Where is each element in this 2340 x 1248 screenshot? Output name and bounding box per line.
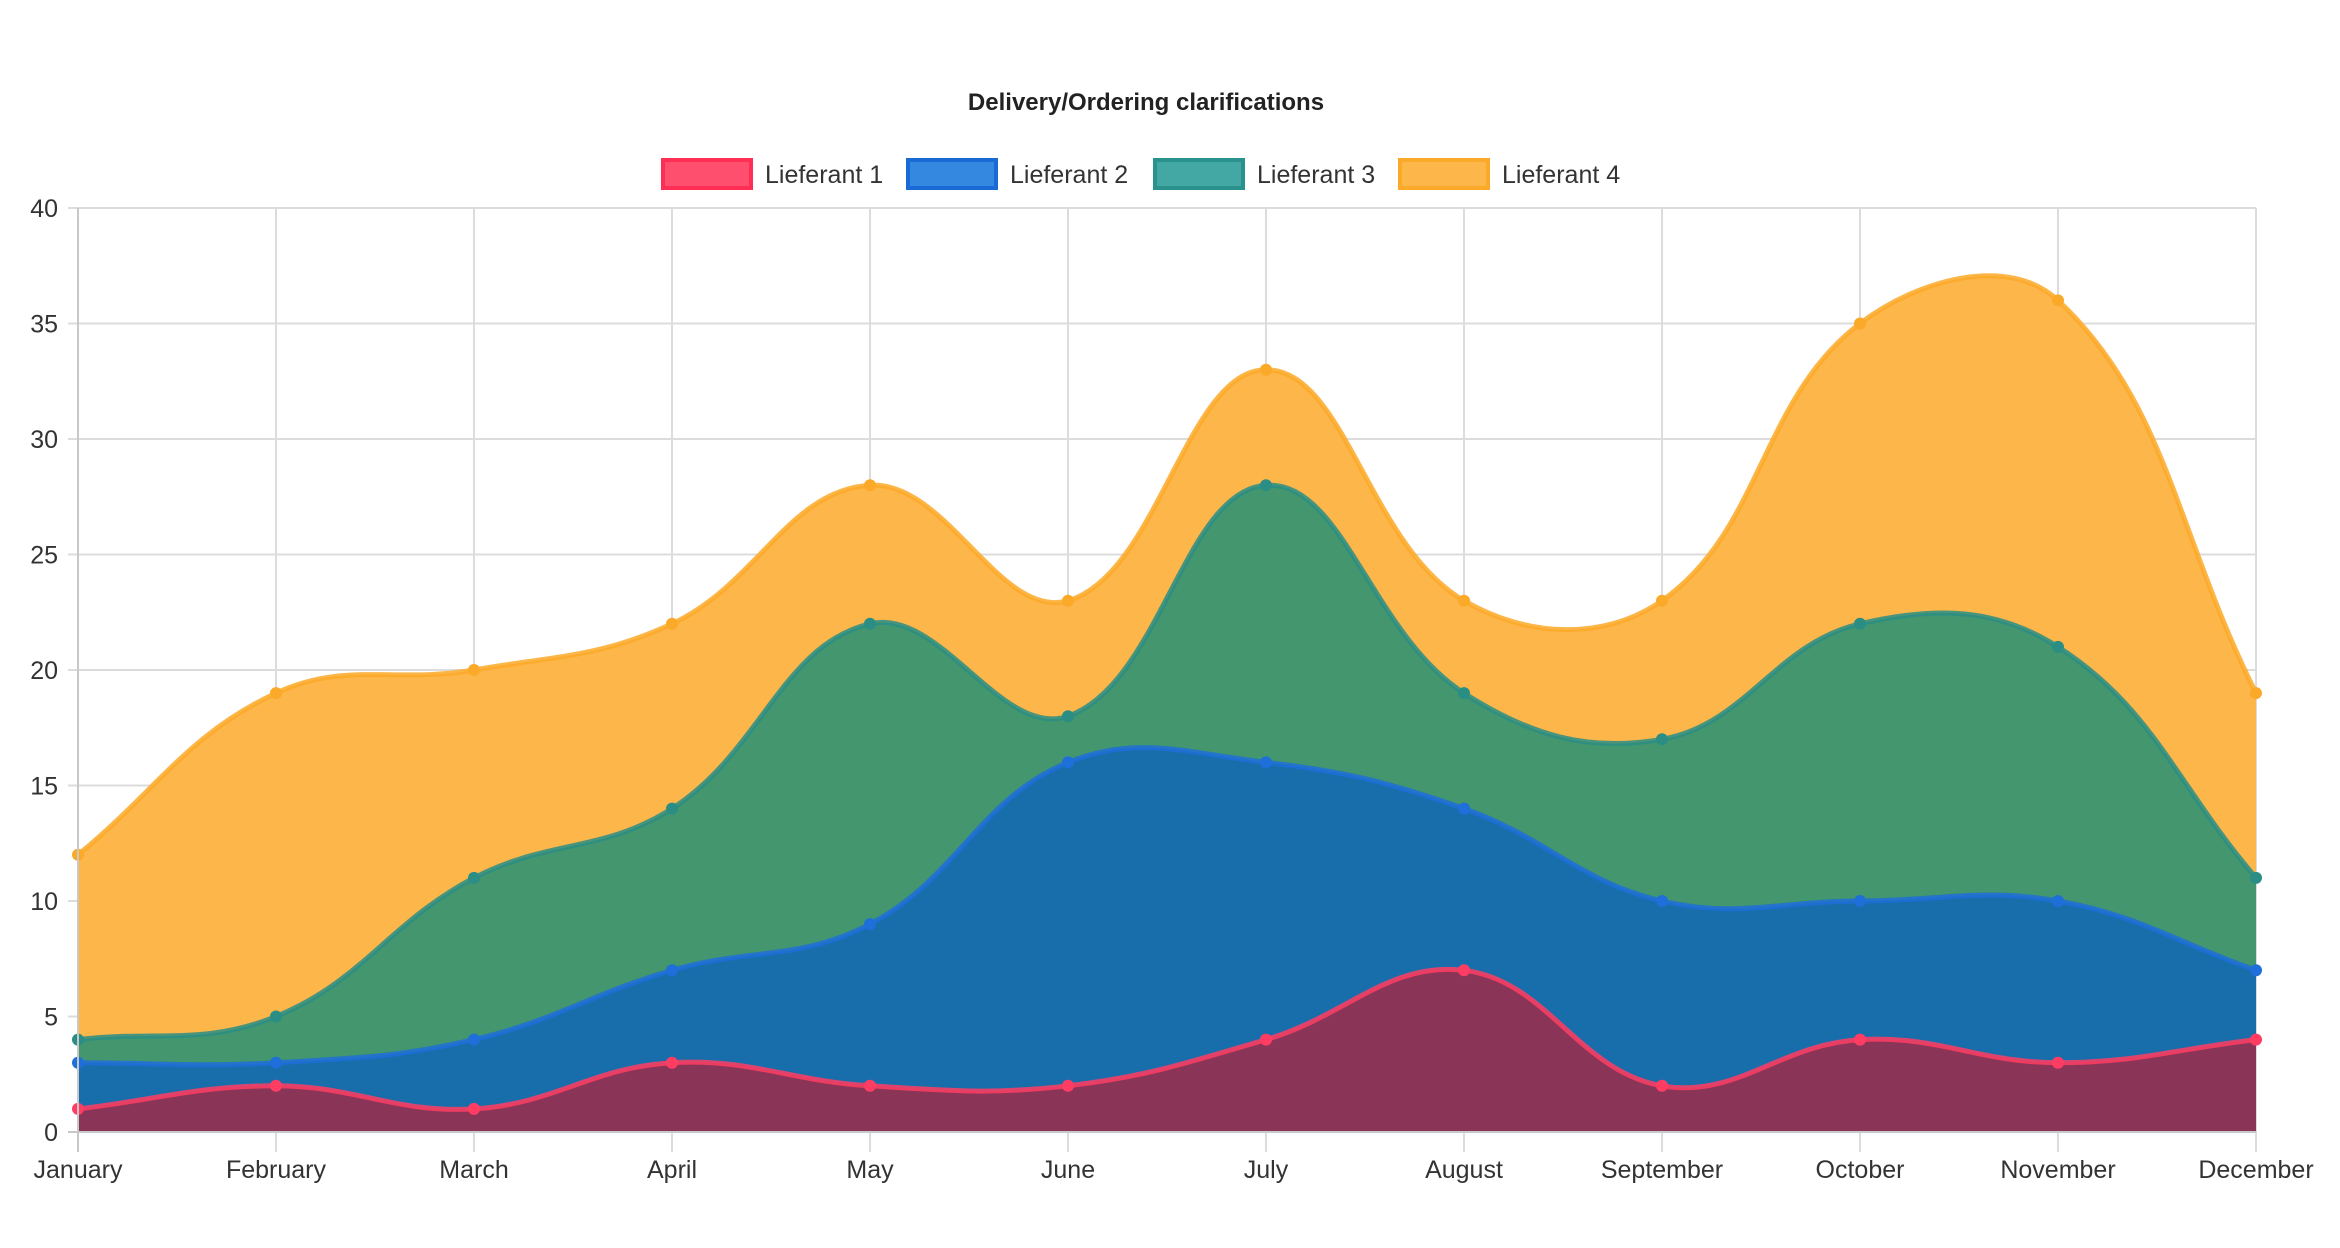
legend-label: Lieferant 2 — [1010, 161, 1128, 189]
legend-label: Lieferant 1 — [765, 161, 883, 189]
legend: Lieferant 1 Lieferant 2 Lieferant 3 Liefera… — [661, 158, 1620, 190]
y-tick-label: 25 — [30, 542, 58, 570]
legend-label: Lieferant 3 — [1257, 161, 1375, 189]
y-tick-label: 20 — [30, 657, 58, 685]
point-lieferant-3-february[interactable] — [270, 1010, 282, 1023]
legend-item-lieferant-1[interactable]: Lieferant 1 — [661, 158, 883, 190]
point-lieferant-1-june[interactable] — [1062, 1079, 1074, 1092]
y-tick-label: 0 — [44, 1119, 58, 1147]
y-tick-label: 10 — [30, 888, 58, 916]
x-tick-label: January — [34, 1156, 123, 1184]
point-lieferant-1-november[interactable] — [2052, 1056, 2064, 1069]
legend-swatch — [1398, 158, 1490, 190]
line-lieferant-2 — [77, 745, 2257, 1068]
point-lieferant-1-february[interactable] — [270, 1079, 282, 1092]
chart-title: Delivery/Ordering clarifications — [968, 89, 1324, 116]
x-tick-label: May — [846, 1156, 894, 1184]
point-lieferant-2-february[interactable] — [270, 1056, 282, 1069]
point-lieferant-2-august[interactable] — [1458, 802, 1470, 815]
point-lieferant-3-december[interactable] — [2250, 871, 2262, 884]
point-lieferant-2-march[interactable] — [468, 1033, 480, 1046]
point-lieferant-4-may[interactable] — [864, 479, 876, 492]
point-lieferant-4-july[interactable] — [1260, 363, 1272, 376]
point-lieferant-2-june[interactable] — [1062, 756, 1074, 769]
point-lieferant-2-april[interactable] — [666, 964, 678, 977]
line-lieferant-1 — [77, 966, 2257, 1112]
y-tick-label: 30 — [30, 426, 58, 454]
y-axis: 0 5 10 15 20 25 30 35 40 — [30, 195, 79, 1152]
y-tick-label: 40 — [30, 195, 58, 223]
point-lieferant-4-september[interactable] — [1656, 594, 1668, 607]
point-lieferant-2-december[interactable] — [2250, 964, 2262, 977]
point-lieferant-4-december[interactable] — [2250, 687, 2262, 700]
x-tick-label: July — [1244, 1156, 1289, 1184]
legend-item-lieferant-4[interactable]: Lieferant 4 — [1398, 158, 1620, 190]
point-lieferant-4-june[interactable] — [1062, 594, 1074, 607]
x-axis: January February March April May June July Augu… — [34, 1131, 2314, 1184]
point-lieferant-4-august[interactable] — [1458, 594, 1470, 607]
x-tick-label: April — [647, 1156, 697, 1184]
y-tick-label: 5 — [44, 1004, 58, 1032]
x-tick-label: March — [439, 1156, 508, 1184]
point-lieferant-1-march[interactable] — [468, 1102, 480, 1115]
x-tick-label: December — [2198, 1156, 2313, 1184]
point-lieferant-3-march[interactable] — [468, 871, 480, 884]
area-lieferant-2 — [78, 747, 2256, 1132]
point-lieferant-2-september[interactable] — [1656, 895, 1668, 907]
legend-item-lieferant-2[interactable]: Lieferant 2 — [906, 158, 1128, 190]
point-lieferant-4-october[interactable] — [1854, 317, 1866, 330]
point-lieferant-1-april[interactable] — [666, 1056, 678, 1069]
point-lieferant-3-october[interactable] — [1854, 617, 1866, 630]
point-lieferant-1-may[interactable] — [864, 1079, 876, 1092]
point-lieferant-3-may[interactable] — [864, 617, 876, 630]
point-lieferant-2-october[interactable] — [1854, 895, 1866, 907]
x-tick-label: February — [226, 1156, 327, 1184]
y-tick-label: 35 — [30, 311, 58, 339]
point-lieferant-2-may[interactable] — [864, 918, 876, 931]
point-lieferant-1-september[interactable] — [1656, 1079, 1668, 1092]
point-lieferant-1-july[interactable] — [1260, 1033, 1272, 1046]
point-lieferant-3-july[interactable] — [1260, 479, 1272, 492]
series-points — [72, 294, 2262, 1115]
point-lieferant-2-november[interactable] — [2052, 895, 2064, 907]
x-tick-label: September — [1601, 1156, 1723, 1184]
legend-item-lieferant-3[interactable]: Lieferant 3 — [1153, 158, 1375, 190]
legend-swatch — [661, 158, 753, 190]
point-lieferant-3-august[interactable] — [1458, 687, 1470, 700]
point-lieferant-4-february[interactable] — [270, 687, 282, 700]
point-lieferant-4-november[interactable] — [2052, 294, 2064, 307]
y-tick-label: 15 — [30, 773, 58, 801]
x-tick-label: June — [1041, 1156, 1095, 1184]
point-lieferant-3-november[interactable] — [2052, 640, 2064, 653]
point-lieferant-3-april[interactable] — [666, 802, 678, 815]
point-lieferant-1-august[interactable] — [1458, 964, 1470, 977]
x-tick-label: August — [1425, 1156, 1503, 1184]
x-tick-label: November — [2000, 1156, 2115, 1184]
point-lieferant-1-october[interactable] — [1854, 1033, 1866, 1046]
legend-label: Lieferant 4 — [1502, 161, 1620, 189]
point-lieferant-3-june[interactable] — [1062, 710, 1074, 723]
area-lieferant-1 — [78, 969, 2256, 1132]
series-areas — [78, 275, 2256, 1133]
point-lieferant-4-march[interactable] — [468, 664, 480, 676]
point-lieferant-3-september[interactable] — [1656, 733, 1668, 746]
point-lieferant-1-december[interactable] — [2250, 1033, 2262, 1046]
point-lieferant-2-july[interactable] — [1260, 756, 1272, 769]
point-lieferant-4-april[interactable] — [666, 617, 678, 630]
x-tick-label: October — [1816, 1156, 1905, 1184]
legend-swatch — [906, 158, 998, 190]
legend-swatch — [1153, 158, 1245, 190]
